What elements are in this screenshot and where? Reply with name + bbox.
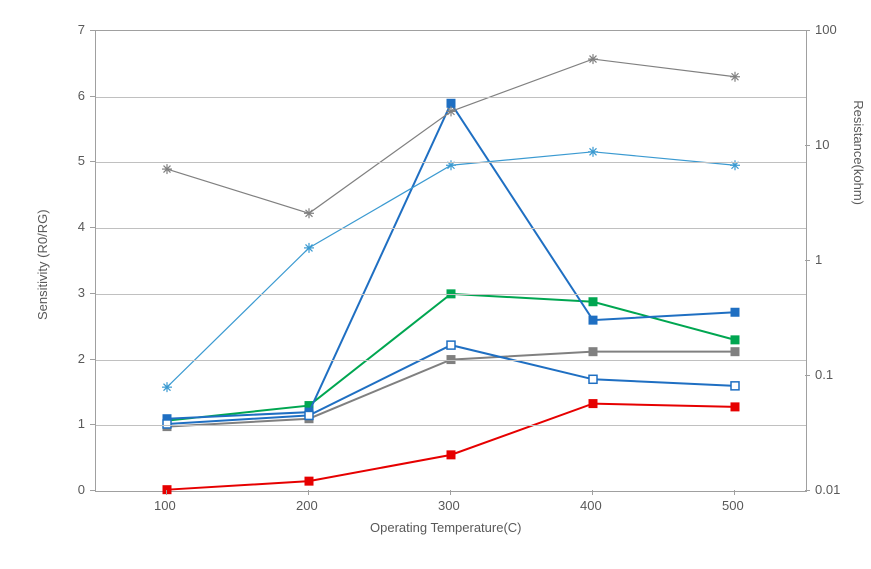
y-left-tick <box>90 424 95 425</box>
y-right-tick-label: 10 <box>815 137 829 152</box>
marker-series-blue-solid <box>589 316 597 324</box>
y-left-tick <box>90 161 95 162</box>
marker-series-blue-hollow <box>589 375 597 383</box>
marker-series-green-solid <box>589 298 597 306</box>
x-tick-label: 200 <box>296 498 318 513</box>
y-left-tick <box>90 96 95 97</box>
marker-series-gray-asterisk-thin <box>304 208 314 218</box>
y-left-tick <box>90 293 95 294</box>
series-line-series-gray-asterisk-thin <box>167 59 735 213</box>
y-left-tick-label: 2 <box>78 351 85 366</box>
y-right-tick-label: 0.01 <box>815 482 840 497</box>
gridline <box>96 425 806 426</box>
y-left-tick-label: 1 <box>78 416 85 431</box>
marker-series-blue-hollow <box>731 382 739 390</box>
marker-series-gray-asterisk-thin <box>162 164 172 174</box>
y-left-tick-label: 4 <box>78 219 85 234</box>
gridline <box>96 97 806 98</box>
x-tick-label: 300 <box>438 498 460 513</box>
y-left-axis-label: Sensitivity (R0/RG) <box>35 209 50 320</box>
y-left-tick-label: 5 <box>78 153 85 168</box>
marker-series-red-solid <box>731 403 739 411</box>
marker-series-blue-asterisk-thin <box>588 147 598 157</box>
marker-series-gray-asterisk-thin <box>446 106 456 116</box>
marker-series-blue-solid <box>731 308 739 316</box>
marker-series-red-solid <box>305 477 313 485</box>
y-right-axis-label: Resistance(kohm) <box>851 100 866 205</box>
series-line-series-blue-solid <box>167 103 735 418</box>
y-left-tick-label: 6 <box>78 88 85 103</box>
y-right-tick <box>805 490 810 491</box>
marker-series-red-solid <box>163 486 171 494</box>
marker-series-blue-asterisk-thin <box>162 382 172 392</box>
marker-series-red-solid <box>589 400 597 408</box>
x-tick-label: 400 <box>580 498 602 513</box>
x-axis-label: Operating Temperature(C) <box>370 520 522 535</box>
marker-series-blue-solid <box>447 99 455 107</box>
marker-series-red-solid <box>447 451 455 459</box>
y-left-tick-label: 0 <box>78 482 85 497</box>
marker-series-blue-hollow <box>305 411 313 419</box>
y-right-tick <box>805 145 810 146</box>
y-left-tick <box>90 227 95 228</box>
y-right-tick-label: 0.1 <box>815 367 833 382</box>
y-right-tick <box>805 260 810 261</box>
marker-series-green-solid <box>731 336 739 344</box>
x-tick <box>592 490 593 495</box>
y-left-tick <box>90 30 95 31</box>
marker-series-gray-asterisk-thin <box>588 54 598 64</box>
marker-series-blue-hollow <box>447 341 455 349</box>
y-right-tick-label: 100 <box>815 22 837 37</box>
plot-area <box>95 30 807 492</box>
x-tick <box>308 490 309 495</box>
x-tick <box>734 490 735 495</box>
x-tick <box>166 490 167 495</box>
y-right-tick <box>805 375 810 376</box>
gridline <box>96 162 806 163</box>
y-right-tick-label: 1 <box>815 252 822 267</box>
y-left-tick <box>90 490 95 491</box>
gridline <box>96 228 806 229</box>
marker-series-blue-asterisk-thin <box>304 243 314 253</box>
x-tick-label: 500 <box>722 498 744 513</box>
y-right-tick <box>805 30 810 31</box>
chart-svg <box>96 31 806 491</box>
series-line-series-red-solid <box>167 404 735 490</box>
marker-series-gray-solid <box>589 348 597 356</box>
marker-series-gray-asterisk-thin <box>730 72 740 82</box>
gridline <box>96 360 806 361</box>
x-tick-label: 100 <box>154 498 176 513</box>
marker-series-gray-solid <box>731 348 739 356</box>
y-left-tick-label: 3 <box>78 285 85 300</box>
y-left-tick-label: 7 <box>78 22 85 37</box>
x-tick <box>450 490 451 495</box>
y-left-tick <box>90 359 95 360</box>
marker-series-blue-hollow <box>163 420 171 428</box>
gridline <box>96 294 806 295</box>
chart-container: Operating Temperature(C) Sensitivity (R0… <box>0 0 871 569</box>
